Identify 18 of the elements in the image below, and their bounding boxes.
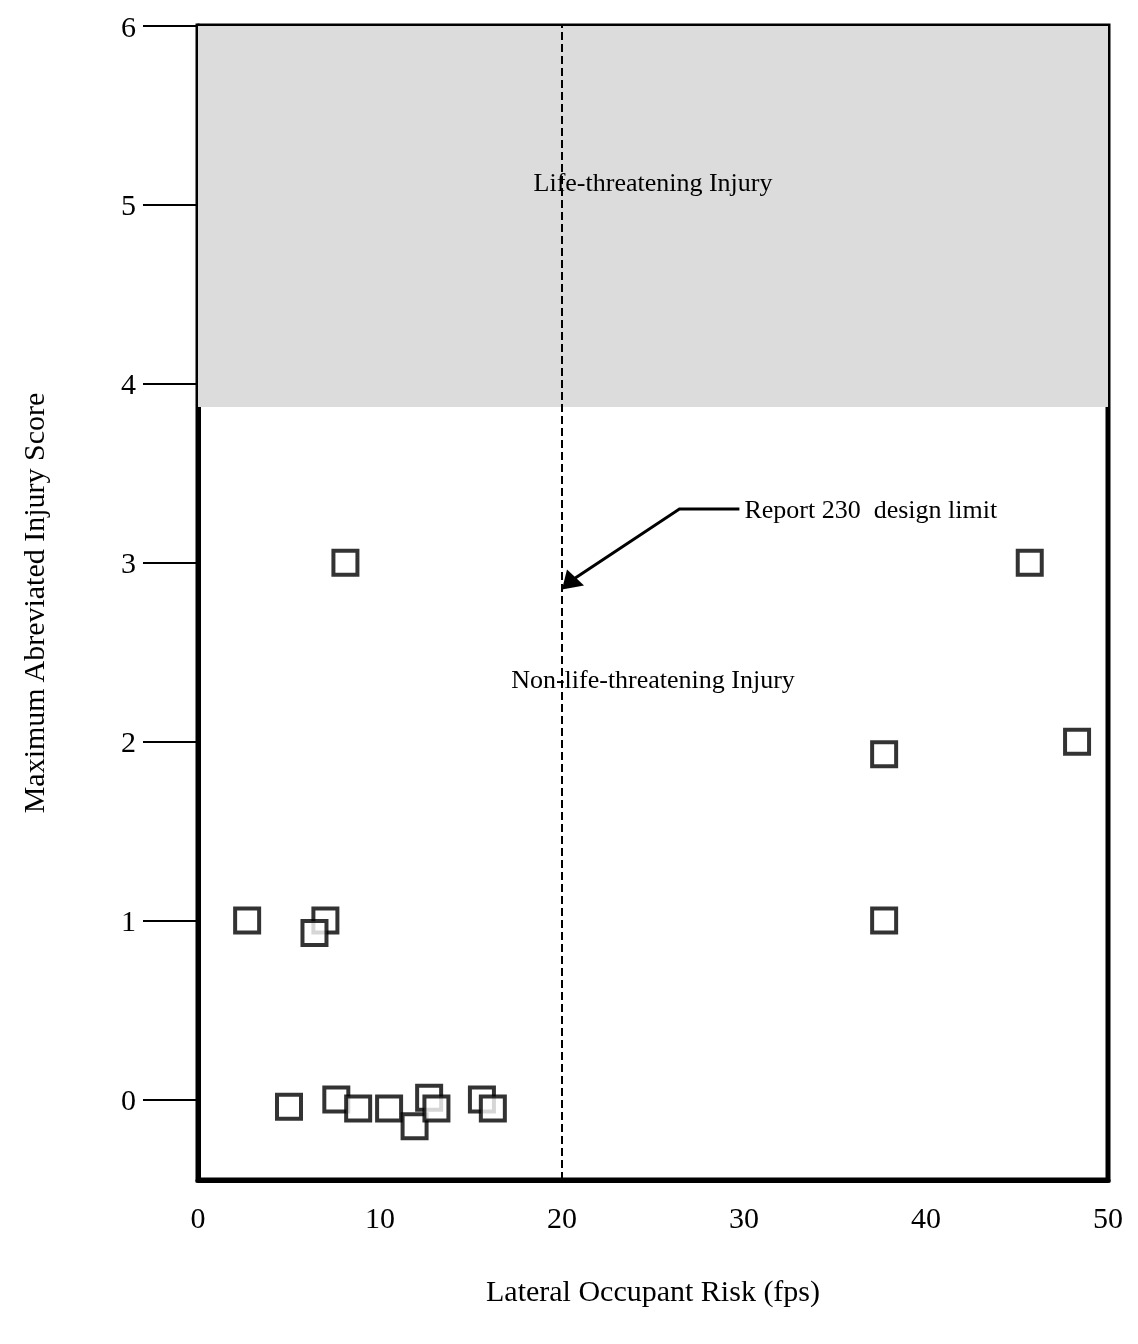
x-axis-title: Lateral Occupant Risk (fps) — [485, 1273, 821, 1308]
y-tick-label: 3 — [121, 546, 136, 580]
x-tick-label: 20 — [547, 1200, 577, 1234]
ref-line-label: Report 230 design limit — [744, 494, 998, 524]
y-axis-title: Maximum Abreviated Injury Score — [16, 392, 50, 814]
y-tick-label: 0 — [121, 1082, 136, 1116]
x-tick-label: 40 — [911, 1200, 941, 1234]
y-tick-label: 2 — [121, 725, 136, 759]
y-tick-label: 6 — [121, 9, 136, 43]
y-tick-label: 4 — [121, 367, 136, 401]
x-tick-label: 30 — [729, 1200, 759, 1234]
x-tick-label: 10 — [365, 1200, 395, 1234]
x-tick-label: 0 — [190, 1200, 206, 1234]
x-tick-label: 50 — [1093, 1200, 1123, 1234]
annotation: Non-life-threatening Injury — [511, 664, 795, 694]
band-label: Life-threatening Injury — [533, 168, 773, 198]
y-tick-label: 5 — [121, 188, 136, 222]
y-tick-label: 1 — [121, 904, 136, 938]
